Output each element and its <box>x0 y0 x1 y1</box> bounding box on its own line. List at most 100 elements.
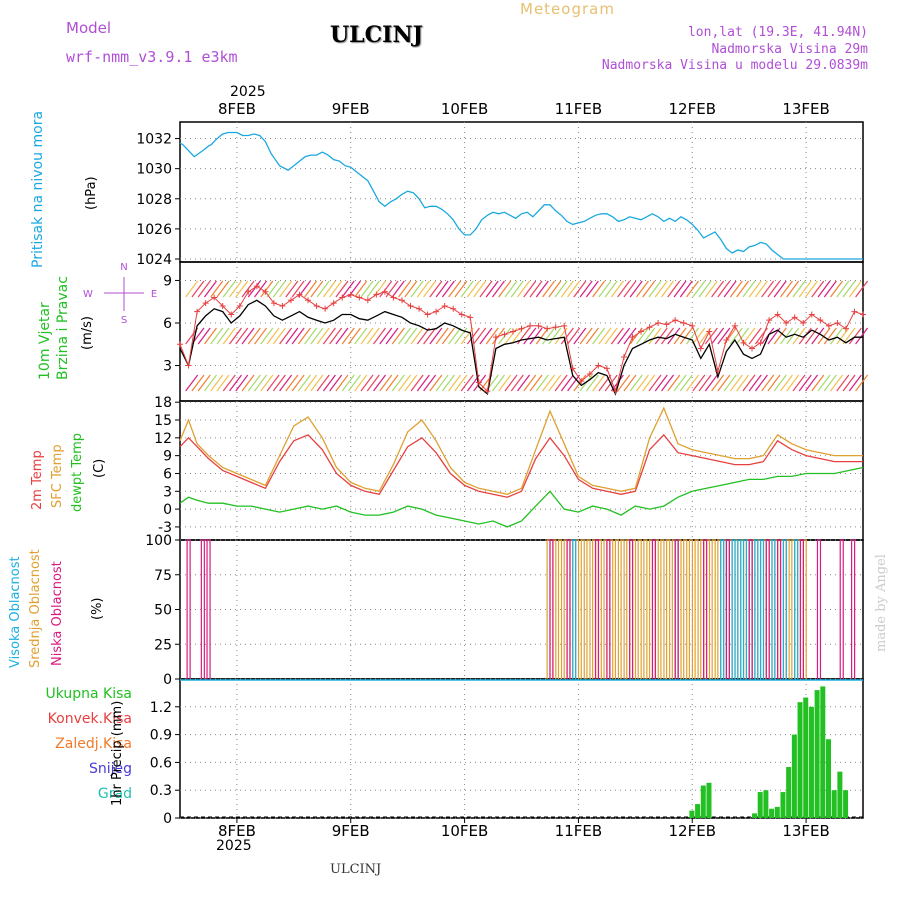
temp-tick-label: 6 <box>163 466 172 482</box>
wind-arrow <box>698 374 712 392</box>
wind-arrow <box>698 280 712 298</box>
wind-arrow <box>391 327 405 345</box>
wind-arrow <box>373 327 386 345</box>
wind-arrow <box>517 327 530 345</box>
cloud-mid-bar <box>666 539 671 679</box>
wind-observed-point <box>441 302 448 309</box>
wind-arrow <box>610 327 624 345</box>
wind-observed-point <box>433 308 440 315</box>
cloud-mid-bar <box>688 539 694 679</box>
cloud-high-bar <box>794 539 799 679</box>
wind-observed-point <box>381 288 388 295</box>
wind-arrow <box>216 280 230 298</box>
wind-arrow <box>297 327 311 345</box>
wind-arrow <box>617 280 631 298</box>
wind-arrow <box>823 327 837 345</box>
wind-arrow <box>222 374 236 392</box>
wind-arrow <box>479 280 493 298</box>
wind-observed-point <box>706 328 713 335</box>
wind-arrow <box>354 374 368 392</box>
wind-arrow <box>579 374 593 392</box>
wind-observed-point <box>655 319 662 326</box>
year-top: 2025 <box>230 84 266 100</box>
wind-arrow <box>654 280 668 298</box>
precip-tick-label: 1.2 <box>150 700 172 716</box>
wind-observed-point <box>202 300 209 307</box>
xtick-top-label: 10FEB <box>441 100 488 118</box>
wind-observed-point <box>509 328 516 335</box>
wind-arrow <box>736 327 750 345</box>
wind-observed-point <box>458 311 465 318</box>
wind-arrow <box>792 374 806 392</box>
wind-arrow <box>517 374 530 392</box>
wind-arrow <box>711 280 725 298</box>
wind-arrow <box>736 280 750 298</box>
cloud-mid-bar <box>694 539 699 679</box>
cloud-tick-label: 50 <box>154 603 172 619</box>
precip-bar <box>757 792 763 818</box>
temp-line-0 <box>179 433 863 498</box>
wind-arrow <box>786 374 800 392</box>
wind-arrow <box>504 374 518 392</box>
wind-arrow <box>579 327 593 345</box>
cloud-mid-bar <box>580 539 585 679</box>
wind-arrow <box>767 280 781 298</box>
wind-observed-point <box>749 345 756 352</box>
wind-arrow <box>661 280 674 298</box>
wind-arrow <box>623 327 637 345</box>
wind-arrow <box>485 327 499 345</box>
wind-observed-point <box>766 317 773 324</box>
wind-arrow <box>523 374 537 392</box>
wind-arrow <box>679 327 693 345</box>
wind-arrow <box>842 280 856 298</box>
wind-observed-point <box>672 317 679 324</box>
wind-arrow <box>848 327 862 345</box>
wind-arrow <box>773 327 787 345</box>
wind-arrow <box>848 374 862 392</box>
wind-observed-point <box>270 300 277 307</box>
wind-arrow <box>729 327 743 345</box>
wind-arrow <box>466 280 480 298</box>
wind-arrow <box>798 374 812 392</box>
wind-arrow <box>692 280 706 298</box>
wind-arrow <box>335 374 349 392</box>
wind-arrow <box>304 374 318 392</box>
wind-arrow <box>416 374 430 392</box>
precip-bar <box>774 806 780 818</box>
station-title: ULCINJ <box>330 22 423 48</box>
wind-arrow <box>686 327 700 345</box>
wind-arrow <box>272 280 286 298</box>
wind-arrow <box>742 374 756 392</box>
model-name: wrf-nmm_v3.9.1 e3km <box>66 48 238 66</box>
wind-arrow <box>410 280 424 298</box>
wind-arrow <box>779 374 793 392</box>
wind-arrow <box>836 280 850 298</box>
wind-arrow <box>498 374 512 392</box>
wind-arrow <box>848 280 862 298</box>
wind-observed-point <box>177 341 183 348</box>
wind-observed-point <box>561 322 568 329</box>
panel-frame <box>179 400 864 541</box>
wind-arrow <box>642 280 656 298</box>
wind-arrow <box>341 327 355 345</box>
wind-observed-point <box>262 288 269 295</box>
cloud-mid-bar <box>637 539 642 679</box>
precip-tick-label: 0.6 <box>150 755 172 771</box>
lonlat-label: lon,lat (19.3E, 41.94N) <box>687 25 868 40</box>
precip-bar <box>808 706 814 818</box>
wind-arrow <box>379 327 393 345</box>
wind-tick-label: 3 <box>163 359 172 375</box>
wind-arrow <box>441 280 455 298</box>
wind-arrow <box>585 280 599 298</box>
wind-arrow <box>635 374 649 392</box>
xtick-top-label: 12FEB <box>669 100 716 118</box>
wind-observed-point <box>501 331 508 338</box>
wind-arrow <box>266 280 280 298</box>
wind-arrow <box>748 280 762 298</box>
wind-observed-point <box>467 314 474 321</box>
wind-arrow <box>241 327 255 345</box>
wind-observed-point <box>638 328 645 335</box>
wind-arrow <box>241 374 255 392</box>
wind-arrow <box>717 280 731 298</box>
